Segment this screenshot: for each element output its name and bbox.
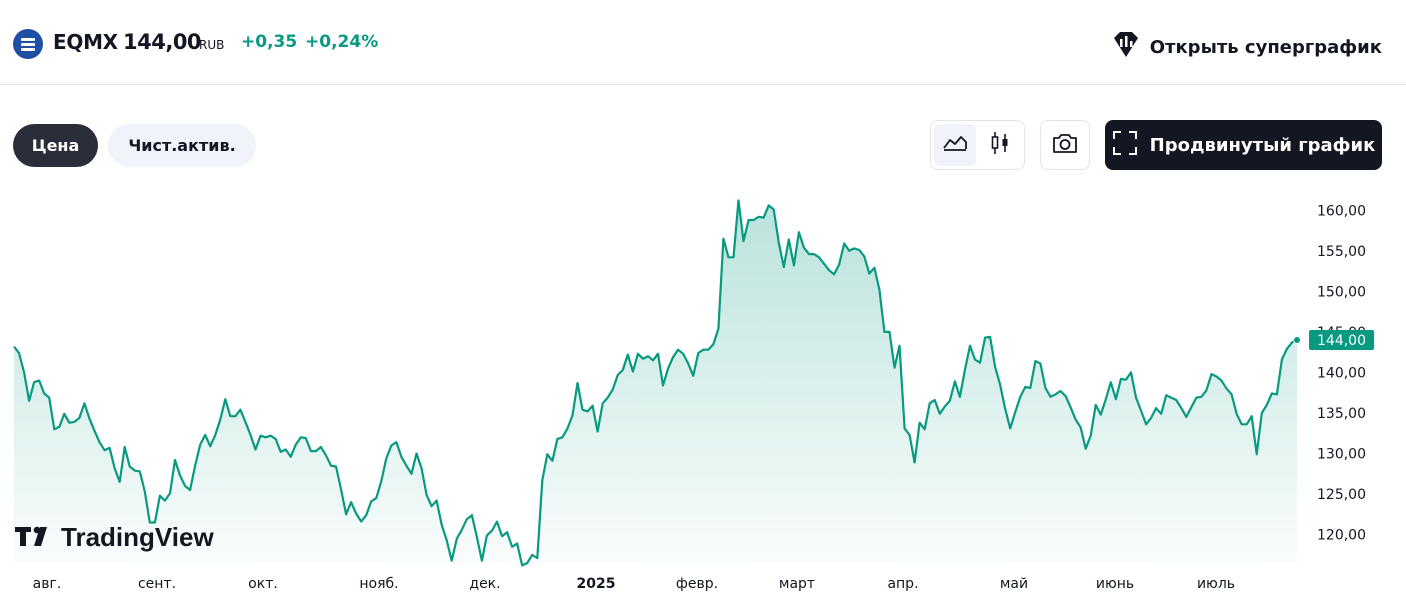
area-chart-icon bbox=[942, 133, 968, 157]
advanced-chart-button[interactable]: Продвинутый график bbox=[1105, 120, 1382, 170]
last-price-label: 144,00 bbox=[1317, 333, 1366, 349]
x-tick-label: май bbox=[1000, 576, 1028, 592]
price-line bbox=[13, 199, 1298, 567]
x-tick-label: нояб. bbox=[359, 576, 398, 592]
x-tick-label: авг. bbox=[33, 576, 62, 592]
ticker-symbol: EQMX bbox=[53, 30, 118, 54]
advanced-chart-label: Продвинутый график bbox=[1149, 134, 1376, 156]
y-tick-label: 140,00 bbox=[1317, 365, 1366, 381]
supergraph-icon bbox=[1110, 30, 1142, 65]
quote-header: EQMX 144,00 RUB +0,35 +0,24% Открыть суп… bbox=[0, 0, 1406, 85]
x-tick-label: 2025 bbox=[577, 576, 616, 592]
x-tick-label: март bbox=[779, 576, 815, 592]
price-area-fill bbox=[14, 200, 1297, 566]
last-price-dot bbox=[1293, 336, 1301, 345]
price-change: +0,35 bbox=[241, 32, 298, 52]
x-tick-label: окт. bbox=[248, 576, 278, 592]
last-price: 144,00 bbox=[123, 30, 202, 54]
fund-logo-icon bbox=[13, 29, 43, 59]
price-chart[interactable]: 120,00125,00130,00135,00140,00145,00150,… bbox=[0, 190, 1406, 610]
y-tick-label: 120,00 bbox=[1317, 528, 1366, 544]
camera-icon bbox=[1051, 131, 1079, 159]
y-tick-label: 160,00 bbox=[1317, 203, 1366, 219]
tradingview-logo-icon bbox=[15, 526, 47, 546]
tab-price[interactable]: Цена bbox=[13, 124, 98, 167]
open-supergraph-button[interactable]: Открыть суперграфик bbox=[1110, 30, 1382, 65]
screenshot-button[interactable] bbox=[1040, 120, 1090, 170]
candlestick-chart-button[interactable] bbox=[979, 124, 1021, 166]
currency-label: RUB bbox=[199, 38, 225, 52]
y-tick-label: 150,00 bbox=[1317, 284, 1366, 300]
y-tick-label: 135,00 bbox=[1317, 406, 1366, 422]
tab-net-assets[interactable]: Чист.актив. bbox=[108, 124, 256, 167]
x-tick-label: февр. bbox=[676, 576, 718, 592]
x-tick-label: июль bbox=[1197, 576, 1235, 592]
tradingview-watermark: TradingView bbox=[15, 522, 214, 552]
x-tick-label: апр. bbox=[887, 576, 918, 592]
y-tick-label: 125,00 bbox=[1317, 487, 1366, 503]
area-chart-button[interactable] bbox=[934, 124, 976, 166]
y-tick-label: 155,00 bbox=[1317, 244, 1366, 260]
x-tick-label: дек. bbox=[469, 576, 500, 592]
watermark-text: TradingView bbox=[61, 522, 214, 552]
x-tick-label: сент. bbox=[138, 576, 176, 592]
price-change-percent: +0,24% bbox=[305, 32, 379, 52]
x-tick-label: июнь bbox=[1096, 576, 1134, 592]
y-tick-label: 130,00 bbox=[1317, 447, 1366, 463]
candlestick-icon bbox=[989, 130, 1011, 160]
chart-style-switcher bbox=[930, 120, 1025, 170]
supergraph-label: Открыть суперграфик bbox=[1149, 37, 1382, 58]
fullscreen-icon bbox=[1112, 130, 1138, 161]
last-price-label-bg bbox=[1309, 330, 1374, 351]
